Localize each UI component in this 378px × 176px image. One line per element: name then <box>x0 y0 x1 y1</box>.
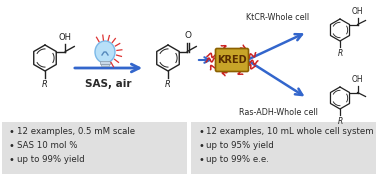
Text: R: R <box>338 117 342 126</box>
Text: 12 examples, 10 mL whole cell system: 12 examples, 10 mL whole cell system <box>206 127 373 137</box>
Text: KtCR-Whole cell: KtCR-Whole cell <box>246 13 310 22</box>
Text: O: O <box>184 32 191 40</box>
Text: •: • <box>198 155 204 165</box>
Text: •: • <box>9 127 15 137</box>
Text: OH: OH <box>352 76 363 84</box>
Bar <box>191 122 376 174</box>
Bar <box>100 61 110 64</box>
Text: •: • <box>9 141 15 151</box>
Bar <box>2 122 187 174</box>
Text: •: • <box>198 141 204 151</box>
Text: KRED: KRED <box>217 55 247 65</box>
Text: SAS 10 mol %: SAS 10 mol % <box>17 142 77 150</box>
Text: OH: OH <box>352 8 363 17</box>
Text: up to 99% yield: up to 99% yield <box>17 156 85 165</box>
Text: OH: OH <box>59 33 72 42</box>
Text: up to 99% e.e.: up to 99% e.e. <box>206 156 269 165</box>
Text: •: • <box>9 155 15 165</box>
Bar <box>101 64 109 66</box>
Ellipse shape <box>95 41 115 63</box>
Text: 12 examples, 0.5 mM scale: 12 examples, 0.5 mM scale <box>17 127 135 137</box>
Text: up to 95% yield: up to 95% yield <box>206 142 274 150</box>
Text: SAS, air: SAS, air <box>85 79 131 89</box>
FancyBboxPatch shape <box>215 49 248 71</box>
Text: Ras-ADH-Whole cell: Ras-ADH-Whole cell <box>239 108 318 117</box>
Text: R: R <box>165 80 171 89</box>
Text: R: R <box>338 49 342 58</box>
Text: R: R <box>42 80 48 89</box>
Text: •: • <box>198 127 204 137</box>
